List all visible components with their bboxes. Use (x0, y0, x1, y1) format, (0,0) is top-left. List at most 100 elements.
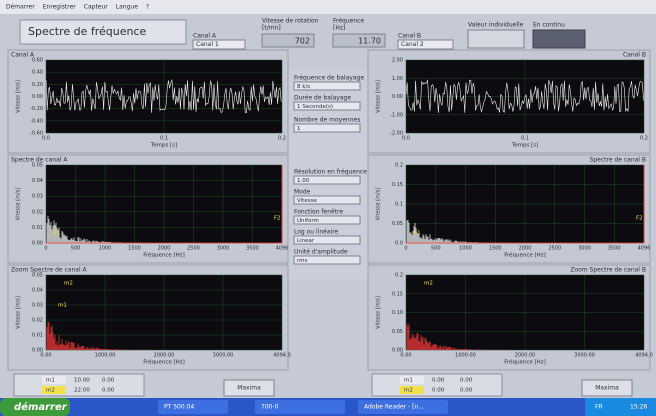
cursor-cell-text: 22.00 (74, 388, 90, 394)
y-tick-label: 0.15 (392, 182, 403, 188)
cursor-cell-text: 0.00 (432, 388, 445, 394)
screen: Spectre de fréquence Canal A Canal 1 Vit… (0, 0, 656, 416)
x-tick-label: 0 (44, 246, 47, 252)
x-tick-label: 4096 (276, 246, 289, 252)
label: Canal B (398, 33, 421, 40)
y-tick-label: 0.02 (32, 318, 43, 324)
x-tick-label: 0.1 (521, 136, 529, 142)
y-tick-label: 0.0 (395, 241, 403, 247)
marker-label: F1 (54, 231, 61, 237)
x-tick-label: 0.2 (278, 136, 286, 142)
y-tick-label: 0.10 (392, 310, 403, 316)
y-tick-label: 0.00 (392, 94, 403, 100)
y-tick-label: 0.02 (32, 209, 43, 215)
setting-label: Log ou linéaire (294, 229, 339, 236)
unit: [t/mn] (262, 25, 281, 32)
setting-label: Unité d'amplitude (294, 249, 348, 256)
x-tick-label: 0.0 (402, 136, 410, 142)
x-tick-label: 3500 (246, 246, 259, 252)
indicator-value: 702 (295, 37, 310, 46)
task-label: PT 500.04 (164, 404, 194, 411)
marker-label: m1 (58, 303, 67, 309)
cursor-cell-text: 10.00 (74, 378, 90, 384)
x-tick-label: 4094.0 (273, 353, 291, 359)
cursor-cell-text: m2 (46, 388, 55, 394)
y-tick-label: 1.00 (392, 76, 403, 82)
x-tick-label: 1000.00 (95, 353, 116, 359)
y-tick-label: -0.40 (30, 118, 43, 124)
x-axis-label: Temps [s] (511, 143, 538, 149)
marker-label: m2 (424, 281, 433, 287)
clock: 15:26 (630, 404, 647, 411)
cursor-cell-text: m1 (404, 378, 413, 384)
x-axis-label: Fréquence [Hz] (504, 252, 546, 259)
y-axis-label: Vitesse [m/s] (16, 188, 22, 221)
y-tick-label: 0.00 (32, 241, 43, 247)
button[interactable] (468, 30, 524, 48)
x-tick-label: 1000 (459, 246, 472, 252)
cursor-cell-text: 0.00 (460, 388, 473, 394)
setting-value: rms (297, 258, 308, 264)
x-tick-label: 3000.00 (213, 353, 234, 359)
label: Valeur individuelle (468, 22, 524, 29)
setting-control[interactable] (294, 124, 360, 132)
y-tick-label: 0.40 (32, 70, 43, 76)
x-tick-label: 500 (71, 246, 81, 252)
unit: [Hz] (333, 25, 345, 32)
y-tick-label: 0.00 (32, 94, 43, 100)
cursor-cell-text: 0.00 (102, 388, 115, 394)
x-axis-label: Temps [s] (150, 143, 177, 149)
x-axis-label: Fréquence [Hz] (143, 359, 185, 366)
cursor-cell-text: 0.00 (102, 378, 115, 384)
indicator-value: 11.70 (358, 37, 381, 46)
page-title: Spectre de fréquence (28, 25, 147, 38)
y-tick-label: 0.2 (395, 163, 403, 169)
cursor-cell-text: m1 (46, 378, 55, 384)
x-tick-label: 1500 (128, 246, 141, 252)
setting-label: Résolution en fréquence (294, 169, 367, 176)
setting-label: Durée de balayage (294, 95, 351, 102)
button-label: Maxima (595, 385, 619, 392)
label: Fréquence (333, 18, 364, 25)
x-tick-label: 2000 (519, 246, 532, 252)
y-tick-label: 0.15 (392, 291, 403, 297)
y-tick-label: 0.20 (32, 82, 43, 88)
cursor-cell-text: 0.00 (432, 378, 445, 384)
x-tick-label: 500 (431, 246, 441, 252)
y-tick-label: 2.00 (392, 58, 403, 64)
dropdown-value: Canal 1 (196, 41, 219, 48)
x-tick-label: 4096 (638, 246, 651, 252)
y-axis-label: Vitesse [m/s] (376, 296, 382, 329)
y-axis-label: Vitesse [m/s] (376, 188, 382, 221)
menu-item[interactable]: Langue (116, 4, 138, 11)
button-label: Maxima (237, 385, 261, 392)
button[interactable] (533, 30, 585, 48)
menu-item[interactable]: Démarrer (6, 4, 35, 11)
x-tick-label: 0.1 (160, 136, 168, 142)
x-axis-label: Fréquence [Hz] (504, 359, 546, 366)
y-axis-label: Vitesse [m/s] (16, 80, 22, 113)
graph-title: Zoom Spectre de canal A (11, 267, 88, 274)
graph-title: Zoom Spectre de canal B (570, 267, 646, 274)
y-tick-label: 0.03 (32, 194, 43, 200)
x-tick-label: 1500 (489, 246, 502, 252)
x-tick-label: 0.00 (400, 353, 411, 359)
setting-value: Uniform (297, 218, 319, 224)
setting-label: Mode (294, 189, 311, 196)
x-tick-label: 3000.00 (574, 353, 595, 359)
marker-label: F2 (636, 216, 643, 222)
y-axis-label: Vitesse [m/s] (376, 80, 382, 113)
y-tick-label: -1.00 (390, 112, 403, 118)
menu-item[interactable]: Capteur (84, 4, 109, 11)
y-axis-label: Vitesse [m/s] (16, 296, 22, 329)
x-tick-label: 2000 (158, 246, 171, 252)
x-tick-label: 2500 (548, 246, 561, 252)
x-tick-label: 2500 (187, 246, 200, 252)
setting-value: 8 k/s (297, 84, 310, 90)
y-tick-label: 0.04 (32, 178, 43, 184)
menu-item[interactable]: ? (146, 4, 149, 11)
setting-value: Linear (297, 238, 315, 244)
y-tick-label: -0.20 (30, 106, 43, 112)
menu-item[interactable]: Enregistrer (43, 4, 77, 11)
y-tick-label: 0.05 (392, 221, 403, 227)
